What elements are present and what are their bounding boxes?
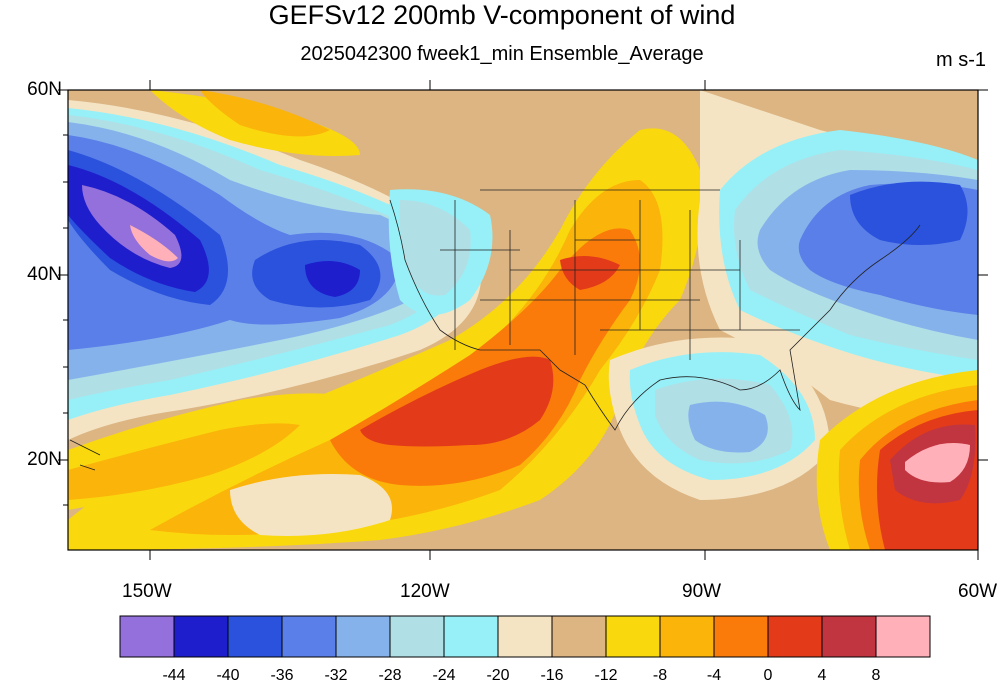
colorbar-swatch (119, 615, 175, 658)
contour-east-36 (850, 181, 968, 245)
contour-central-pos-0 (360, 356, 554, 447)
lon-label-120w: 120W (400, 581, 450, 602)
colorbar-tick-label: -32 (324, 667, 348, 684)
colorbar-swatch (281, 615, 337, 658)
contour-gulf-28 (688, 401, 768, 453)
colorbar-tick-label: 0 (763, 667, 773, 684)
lon-label-150w: 150W (122, 581, 172, 602)
colorbar-swatch (173, 615, 229, 658)
colorbar-swatch (821, 615, 877, 658)
colorbar-tick-label: 8 (871, 667, 881, 684)
units-label: m s-1 (936, 49, 986, 71)
colorbar-swatch (335, 615, 391, 658)
lon-label-60w: 60W (958, 581, 998, 602)
colorbar-swatch (875, 615, 931, 658)
colorbar-tick-label: -40 (216, 667, 240, 684)
contour-pacific-south-8 (68, 423, 300, 500)
lon-label-90w: 90W (682, 581, 722, 602)
contour-nw-band-40b (305, 261, 360, 297)
map-subtitle: 2025042300 fweek1_min Ensemble_Average (300, 43, 704, 65)
colorbar-tick-label: -28 (378, 667, 402, 684)
colorbar-swatch (713, 615, 769, 658)
colorbar-tick-label: -20 (486, 667, 510, 684)
contour-atl-8b (905, 443, 970, 483)
colorbar-tick-label: 4 (817, 667, 827, 684)
colorbar-tick-label: -16 (540, 667, 564, 684)
lat-label-40n: 40N (27, 264, 62, 285)
colorbar (119, 615, 931, 658)
colorbar-swatch (389, 615, 445, 658)
colorbar-tick-label: -44 (162, 667, 186, 684)
colorbar-tick-label: -4 (706, 667, 722, 684)
axis-ticks (58, 80, 988, 560)
colorbar-tick-label: -12 (594, 667, 618, 684)
colorbar-swatch (227, 615, 283, 658)
colorbar-swatch (443, 615, 499, 658)
map-title: GEFSv12 200mb V-component of wind (268, 0, 736, 30)
colorbar-tick-label: -24 (432, 667, 456, 684)
contour-nw-band-48 (130, 225, 178, 262)
colorbar-swatch (551, 615, 607, 658)
colorbar-swatch (767, 615, 823, 658)
coastlines (69, 189, 921, 471)
lat-label-60n: 60N (27, 79, 62, 100)
contour-sc-16 (230, 474, 392, 536)
colorbar-tick-label: -8 (652, 667, 668, 684)
contour-west-us-24 (399, 200, 471, 296)
colorbar-swatch (605, 615, 661, 658)
colorbar-tick-label: -36 (270, 667, 294, 684)
contour-alaska-pos2 (200, 90, 330, 137)
lat-label-20n: 20N (27, 449, 62, 470)
colorbar-swatch (497, 615, 553, 658)
wind-field (68, 90, 978, 550)
colorbar-swatch (659, 615, 715, 658)
